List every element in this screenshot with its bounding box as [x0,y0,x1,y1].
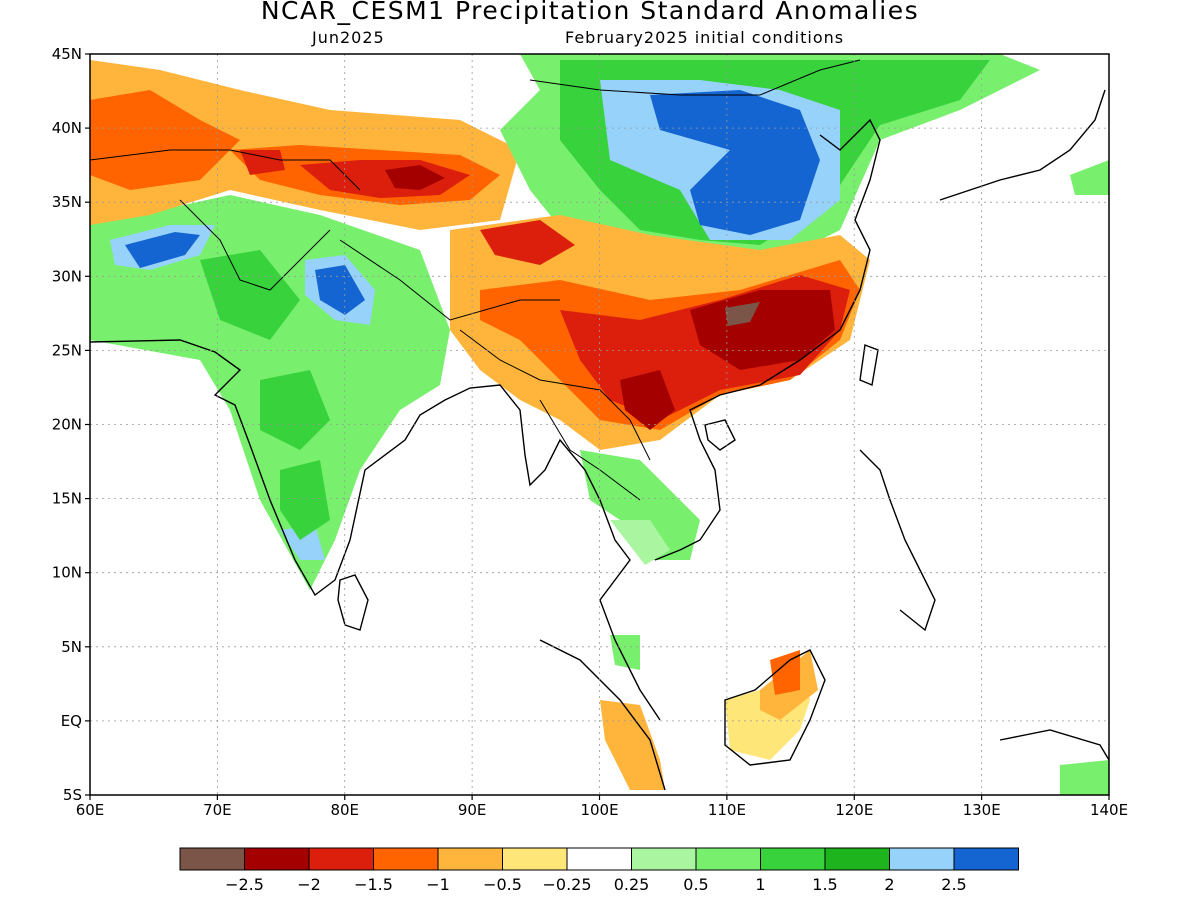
colorbar-label: 0.25 [614,875,650,894]
anomaly-region [600,700,665,790]
lat-label: 15N [52,490,82,508]
lon-label: 120E [835,801,873,819]
colorbar-swatch [502,847,568,871]
colorbar-swatch [566,847,632,871]
border [90,149,361,191]
lon-label: 130E [963,801,1001,819]
border [539,399,641,501]
lon-label: 110E [708,801,746,819]
anomaly-region [620,370,675,430]
colorbar-swatch [244,847,310,871]
lat-label: 40N [52,119,82,137]
colorbar-swatch [824,847,890,871]
lat-label: 10N [52,564,82,582]
coastline [999,729,1109,761]
colorbar-label: −1.5 [354,875,393,894]
forecast-month: Jun2025 [312,28,385,47]
colorbar-swatch [179,847,245,871]
anomaly-region [240,150,285,175]
anomaly-region [125,232,200,268]
colorbar-label: −0.25 [542,875,591,894]
anomaly-region [480,220,575,265]
lat-label: 45N [52,45,82,63]
coastlines [90,89,1109,791]
anomaly-region [385,165,445,190]
coastline [90,339,661,721]
colorbar-swatch [695,847,761,871]
coastline [539,639,666,791]
colorbar-swatch [889,847,955,871]
lon-label: 70E [203,801,232,819]
initial-conditions-label: February2025 initial conditions [565,28,845,47]
colorbar-swatch [437,847,503,871]
colorbar-swatch [760,847,826,871]
colorbar-label: −2.5 [225,875,264,894]
border [529,59,861,96]
coastline [859,344,879,386]
colorbar: −2.5 −2 −1.5 −1 −0.5 −0.25 0.25 0.5 1 1.5 2 2.5 [179,847,1019,894]
colorbar-label: 2.5 [941,875,966,894]
lon-label: 90E [458,801,487,819]
anomaly-region [650,90,820,235]
colorbar-label: 2 [884,875,894,894]
colorbar-label: 1.5 [812,875,837,894]
anomaly-region [610,520,670,565]
colorbar-swatch [953,847,1019,871]
gridlines [90,54,1109,795]
anomaly-region [280,460,330,540]
anomaly-region [280,525,325,560]
anomaly-region [725,302,760,326]
anomaly-region [1060,760,1109,795]
lon-label: 60E [76,801,105,819]
borders [90,59,861,501]
anomaly-region [260,370,330,450]
colorbar-label: −2 [297,875,321,894]
anomaly-region [200,250,300,340]
lon-label: 140E [1090,801,1128,819]
colorbar-label: −0.5 [483,875,522,894]
anomaly-region [315,265,365,315]
lon-label: 100E [580,801,618,819]
map-title: NCAR_CESM1 Precipitation Standard Anomal… [260,0,920,25]
lat-label: 20N [52,416,82,434]
coastline [939,89,1106,201]
lat-label: 35N [52,193,82,211]
border [179,199,331,291]
coastline [859,449,936,632]
coastline [337,574,369,631]
border [459,329,651,461]
anomaly-region [770,650,800,695]
anomaly-region [1070,160,1109,195]
lat-label: 30N [52,267,82,285]
lat-label: 5N [61,638,82,656]
border [339,239,560,321]
coastline [704,419,736,451]
colorbar-swatch [373,847,439,871]
lon-label: 80E [330,801,359,819]
lat-label: EQ [61,712,82,730]
anomaly-region [90,90,240,190]
colorbar-label: −1 [426,875,450,894]
colorbar-label: 0.5 [683,875,708,894]
coastline [654,118,881,561]
lat-label: 25N [52,341,82,359]
colorbar-label: 1 [755,875,765,894]
colorbar-swatch [631,847,697,871]
colorbar-swatch [308,847,374,871]
lat-label: 5S [63,786,82,804]
coastline [724,649,826,766]
